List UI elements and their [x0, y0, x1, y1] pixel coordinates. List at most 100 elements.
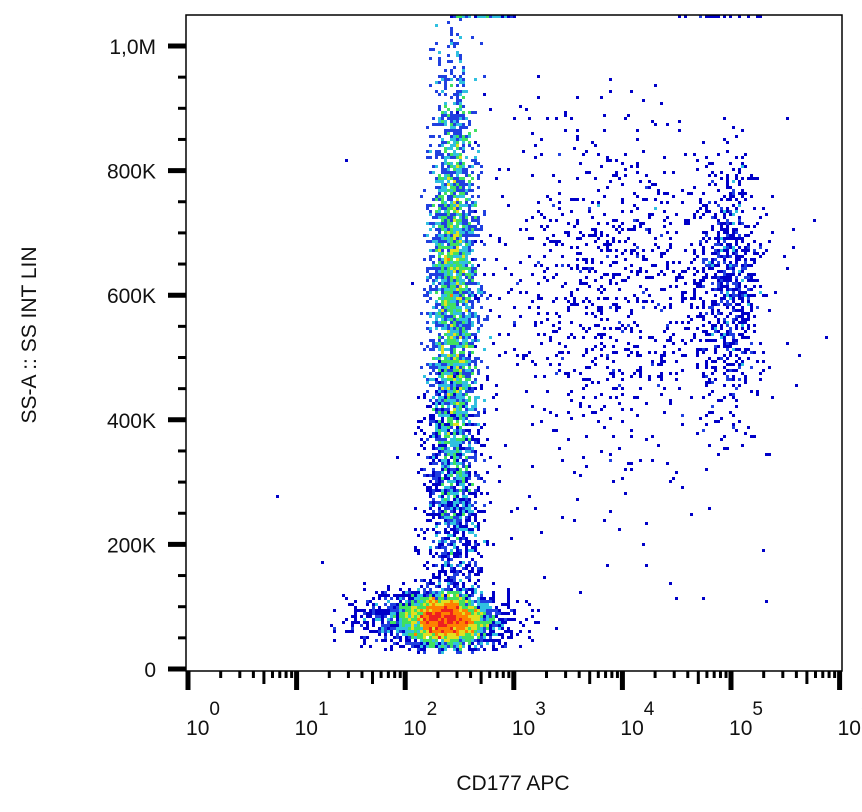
density-cell — [606, 378, 609, 381]
density-cell — [399, 627, 402, 630]
density-cell — [423, 615, 426, 618]
density-cell — [438, 264, 441, 267]
density-cell — [462, 585, 465, 588]
density-cell — [690, 192, 693, 195]
density-cell — [459, 498, 462, 501]
density-cell — [465, 243, 468, 246]
density-cell — [753, 330, 756, 333]
density-cell — [483, 648, 486, 651]
density-cell — [450, 387, 453, 390]
density-cell — [489, 15, 492, 18]
density-cell — [459, 477, 462, 480]
density-cell — [441, 630, 444, 633]
density-cell — [450, 489, 453, 492]
density-cell — [399, 588, 402, 591]
density-cell — [723, 213, 726, 216]
density-cell — [459, 273, 462, 276]
density-cell — [735, 276, 738, 279]
density-cell — [450, 33, 453, 36]
density-cell — [444, 237, 447, 240]
density-cell — [471, 558, 474, 561]
density-cell — [636, 252, 639, 255]
density-cell — [633, 249, 636, 252]
density-cell — [477, 585, 480, 588]
density-cell — [447, 543, 450, 546]
density-cell — [480, 594, 483, 597]
density-cell — [456, 552, 459, 555]
density-cell — [426, 603, 429, 606]
density-cell — [747, 294, 750, 297]
density-cell — [612, 174, 615, 177]
density-cell — [726, 357, 729, 360]
density-cell — [465, 252, 468, 255]
density-cell — [756, 279, 759, 282]
density-cell — [477, 627, 480, 630]
density-cell — [591, 228, 594, 231]
density-cell — [726, 183, 729, 186]
density-cell — [432, 630, 435, 633]
density-cell — [651, 249, 654, 252]
density-cell — [552, 234, 555, 237]
density-cell — [375, 630, 378, 633]
density-cell — [735, 177, 738, 180]
density-cell — [444, 303, 447, 306]
density-cell — [732, 282, 735, 285]
density-cell — [447, 399, 450, 402]
density-cell — [447, 369, 450, 372]
density-cell — [738, 420, 741, 423]
density-cell — [465, 405, 468, 408]
density-cell — [720, 300, 723, 303]
density-cell — [483, 210, 486, 213]
density-cell — [450, 348, 453, 351]
density-cell — [738, 222, 741, 225]
density-cell — [399, 618, 402, 621]
x-tick-label: 100 — [186, 699, 220, 740]
density-cell — [603, 114, 606, 117]
density-cell — [468, 15, 471, 18]
density-cell — [621, 408, 624, 411]
density-cell — [537, 294, 540, 297]
density-cell — [708, 15, 711, 18]
density-cell — [615, 309, 618, 312]
density-cell — [744, 291, 747, 294]
density-cell — [714, 324, 717, 327]
density-cell — [420, 597, 423, 600]
density-cell — [468, 519, 471, 522]
density-cell — [462, 600, 465, 603]
density-cell — [507, 627, 510, 630]
density-cell — [636, 324, 639, 327]
density-cell — [462, 438, 465, 441]
density-cell — [480, 615, 483, 618]
density-cell — [450, 642, 453, 645]
density-cell — [609, 306, 612, 309]
density-cell — [453, 219, 456, 222]
density-cell — [750, 174, 753, 177]
density-cell — [414, 618, 417, 621]
density-cell — [429, 255, 432, 258]
density-cell — [477, 579, 480, 582]
density-cell — [435, 165, 438, 168]
density-cell — [501, 195, 504, 198]
density-cell — [447, 114, 450, 117]
density-cell — [609, 264, 612, 267]
density-cell — [438, 480, 441, 483]
density-cell — [441, 636, 444, 639]
density-cell — [456, 189, 459, 192]
density-cell — [432, 414, 435, 417]
density-cell — [405, 630, 408, 633]
density-cell — [738, 273, 741, 276]
density-cell — [465, 231, 468, 234]
density-cell — [354, 606, 357, 609]
density-cell — [474, 15, 477, 18]
density-cell — [408, 594, 411, 597]
density-cell — [462, 267, 465, 270]
density-cell — [441, 171, 444, 174]
density-cell — [531, 174, 534, 177]
density-cell — [483, 444, 486, 447]
density-cell — [630, 327, 633, 330]
density-cell — [450, 315, 453, 318]
density-cell — [525, 291, 528, 294]
density-cell — [705, 207, 708, 210]
density-cell — [702, 237, 705, 240]
density-cell — [360, 615, 363, 618]
